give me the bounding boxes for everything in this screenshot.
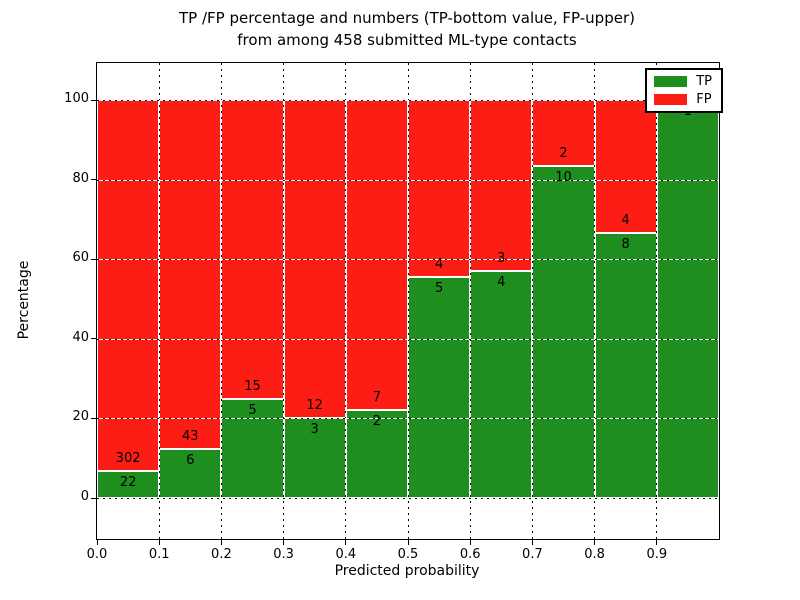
tp-count-label: 5 [434,280,444,296]
gridline-horizontal [97,100,719,101]
fp-count-label: 43 [182,429,199,445]
tp-count-label: 6 [186,453,195,469]
x-tick-mark [531,540,533,545]
y-tick-mark [91,179,96,181]
fp-swatch-icon [654,94,688,105]
tp-count-label: 8 [621,236,630,252]
gridline-vertical [345,63,347,539]
x-tick-label: 0.9 [646,547,668,562]
gridline-vertical [594,63,596,539]
bar-segment-tp [594,232,657,498]
gridline-vertical [531,63,533,539]
gridline-vertical [656,63,658,539]
tp-count-label: 10 [555,170,572,186]
x-tick-label: 0.1 [148,547,170,562]
legend-label-fp: FP [696,92,712,107]
bar-segment-tp [470,270,533,498]
x-tick-mark [345,540,347,545]
y-tick-label: 20 [72,409,89,425]
gridline-horizontal [97,259,719,261]
bar-segment-tp [345,409,408,498]
bar-segment-fp [159,100,222,450]
bar-segment-tp [283,418,346,498]
fp-count-label: 2 [559,146,568,162]
x-tick-label: 0.3 [273,547,294,562]
y-tick-label: 100 [64,91,89,106]
y-tick-mark [91,497,96,499]
bar-segment-fp [470,100,533,271]
legend: TP FP [645,68,723,113]
bar-segment-fp [408,100,471,277]
gridline-vertical [469,63,471,539]
y-tick-mark [91,338,96,340]
x-tick-label: 0.7 [522,547,543,562]
y-tick-mark [91,417,96,419]
x-tick-mark [220,540,222,545]
chart-title-line2: from among 458 submitted ML-type contact… [237,31,577,49]
tp-count-label: 3 [310,422,319,438]
fp-count-label: 15 [244,378,261,394]
x-tick-label: 0.2 [211,547,232,562]
fp-count-label: 4 [621,212,630,228]
x-tick-mark [594,540,596,545]
fp-count-label: 7 [372,389,382,405]
bar-segment-tp [97,470,160,498]
gridline-horizontal [97,338,719,340]
x-tick-label: 0.6 [459,547,481,562]
tp-count-label: 4 [497,274,506,290]
x-tick-mark [656,540,658,545]
x-axis-label: Predicted probability [334,563,480,579]
y-tick-label: 0 [80,489,89,504]
x-tick-mark [469,540,471,545]
y-tick-label: 40 [72,329,89,345]
y-tick-mark [91,258,96,260]
y-tick-mark [91,99,96,101]
tp-swatch-icon [654,76,688,87]
x-tick-mark [407,540,409,545]
fp-count-label: 302 [115,450,141,466]
chart-title-line1: TP /FP percentage and numbers (TP-bottom… [179,9,635,27]
tp-count-label: 5 [248,402,257,418]
legend-item-fp: FP [654,93,712,106]
gridline-vertical [220,63,222,539]
x-tick-label: 0.8 [584,547,605,562]
x-tick-label: 0.4 [335,547,357,562]
y-axis-label: Percentage [16,260,32,340]
tp-count-label: 2 [372,413,382,429]
x-tick-label: 0.0 [86,547,108,562]
gridline-horizontal [97,179,719,181]
legend-label-tp: TP [696,74,712,89]
x-tick-mark [283,540,285,545]
tp-count-label: 22 [119,474,137,490]
legend-item-tp: TP [654,75,712,88]
gridline-vertical [158,63,160,539]
bar-segment-fp [97,100,160,471]
plot-area: TP FP 302224361551237245342104810.00.10.… [64,62,723,562]
gridline-vertical [283,63,285,539]
bar-segment-fp [221,100,284,399]
fp-count-label: 12 [306,398,323,414]
fp-count-label: 4 [434,256,444,272]
x-tick-mark [96,540,98,545]
y-tick-label: 80 [72,170,89,186]
fp-count-label: 3 [497,250,506,266]
bar-segment-fp [532,100,595,167]
bar-segment-tp [532,166,595,498]
bar-segment-tp [656,100,719,498]
x-tick-mark [158,540,160,545]
bar-segment-fp [345,100,408,410]
gridline-horizontal [97,418,719,420]
bar-segment-tp [408,276,471,498]
gridline-horizontal [97,498,719,499]
x-tick-label: 0.5 [397,547,419,562]
bar-segment-tp [159,449,222,498]
y-tick-label: 60 [72,250,89,266]
gridline-vertical [407,63,409,539]
bar-segment-tp [221,398,284,498]
